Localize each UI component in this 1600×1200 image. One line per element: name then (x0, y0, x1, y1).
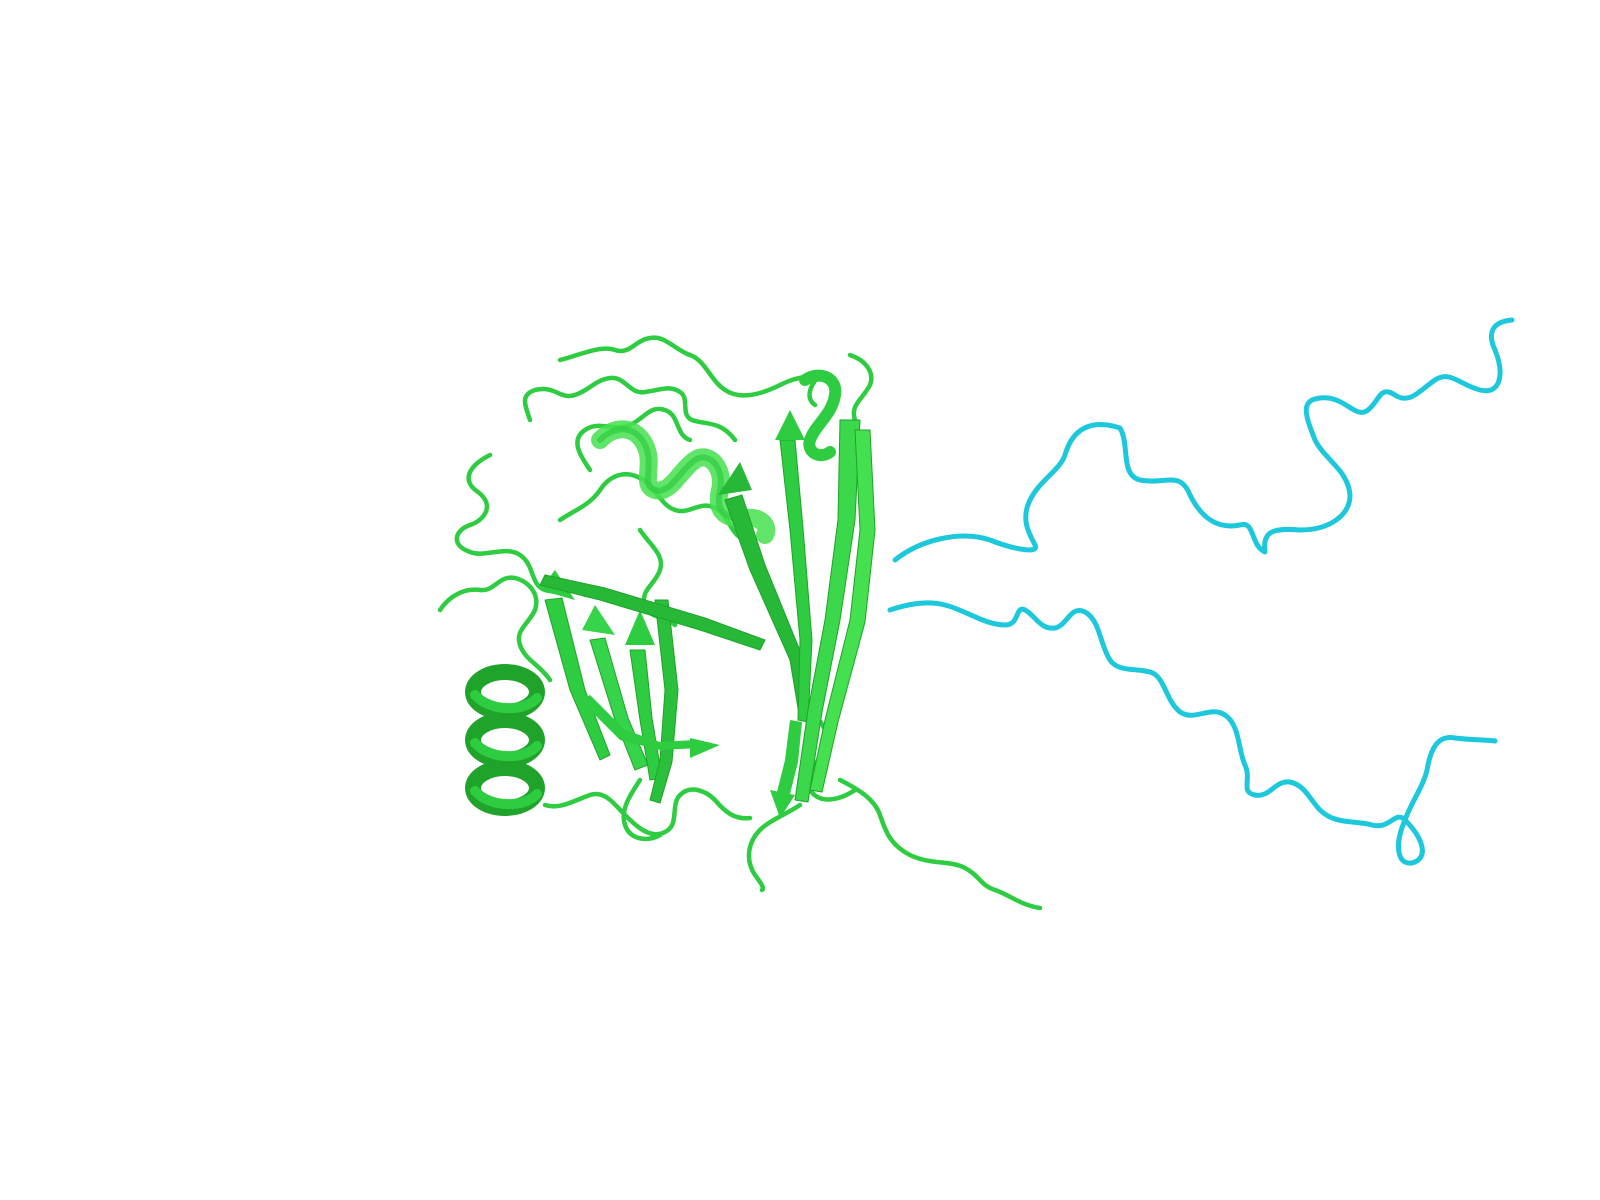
green-tail-left-bottom (746, 802, 803, 893)
green-tail-bottom (837, 777, 1043, 911)
beta-strand-11-arrowhead (770, 790, 795, 818)
helix-front-highlight-1 (470, 690, 542, 714)
cyan-loop-lower (887, 600, 1498, 866)
helix-top-right-curl (799, 369, 842, 462)
alpha-helix-front (465, 664, 545, 816)
beta-strand-10 (809, 429, 876, 793)
chain-b-loops (887, 317, 1515, 866)
green-loop-top-left (522, 375, 738, 443)
beta-strand-3-arrowhead (625, 610, 655, 645)
helix-front-highlight-2 (470, 738, 542, 762)
beta-strand-8-arrowhead (775, 410, 805, 440)
beta-strand-11 (775, 720, 802, 802)
beta-strand-7-arrowhead (718, 462, 752, 495)
beta-strand-6-arrowhead (690, 738, 720, 758)
beta-strand-2-arrowhead (582, 605, 615, 635)
beta-strand-6 (580, 695, 700, 750)
green-loop-bottom-2 (621, 777, 663, 842)
beta-strand-4 (649, 599, 679, 804)
green-loop-top-right (847, 352, 874, 423)
beta-strand-5 (539, 574, 766, 651)
beta-sheet-right (718, 369, 876, 818)
green-loop-left-2 (437, 575, 553, 683)
chain-a-loops (437, 335, 1043, 911)
beta-strand-9 (794, 419, 861, 803)
cyan-loop-upper (892, 317, 1515, 563)
helix-front-highlight-3 (470, 786, 542, 810)
green-loop-top (557, 335, 828, 398)
green-loop-bottom (542, 787, 753, 837)
beta-sheet-left (539, 570, 766, 804)
beta-strand-1 (544, 597, 611, 761)
